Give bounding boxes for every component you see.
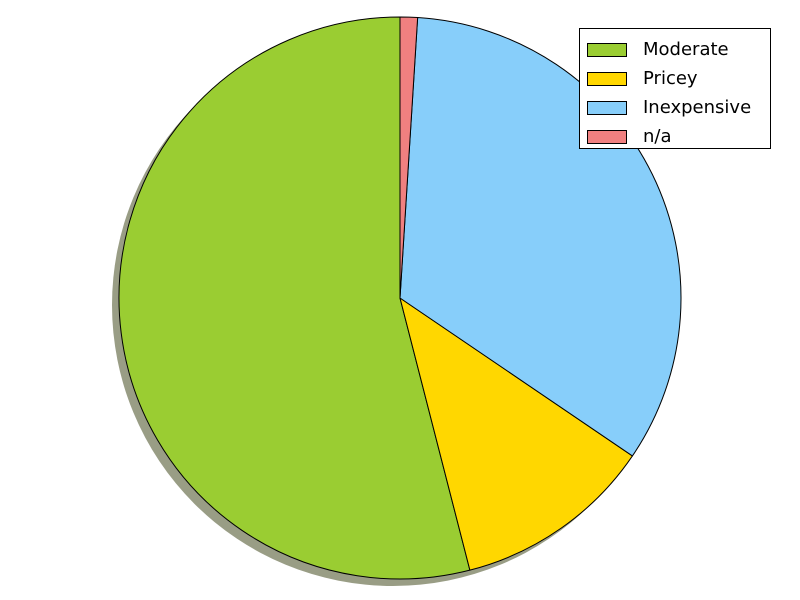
legend-label-pricey: Pricey — [643, 68, 698, 89]
legend-item-pricey: Pricey — [587, 64, 770, 93]
legend-swatch-na — [587, 129, 627, 144]
legend-label-na: n/a — [643, 126, 672, 147]
legend-swatch-inexpensive — [587, 100, 627, 115]
pie-slice-moderate — [118, 16, 471, 580]
pie-slices — [118, 16, 682, 580]
legend-item-inexpensive: Inexpensive — [587, 93, 770, 122]
legend-label-moderate: Moderate — [643, 39, 729, 60]
pie-slice-pricey — [399, 297, 633, 571]
legend-swatch-moderate — [587, 42, 627, 57]
pie-slice-n-a — [399, 16, 419, 299]
legend-item-moderate: Moderate — [587, 35, 770, 64]
legend-swatch-pricey — [587, 71, 627, 86]
legend: Moderate Pricey Inexpensive n/a — [579, 28, 771, 149]
legend-label-inexpensive: Inexpensive — [643, 97, 752, 118]
legend-item-na: n/a — [587, 122, 770, 151]
